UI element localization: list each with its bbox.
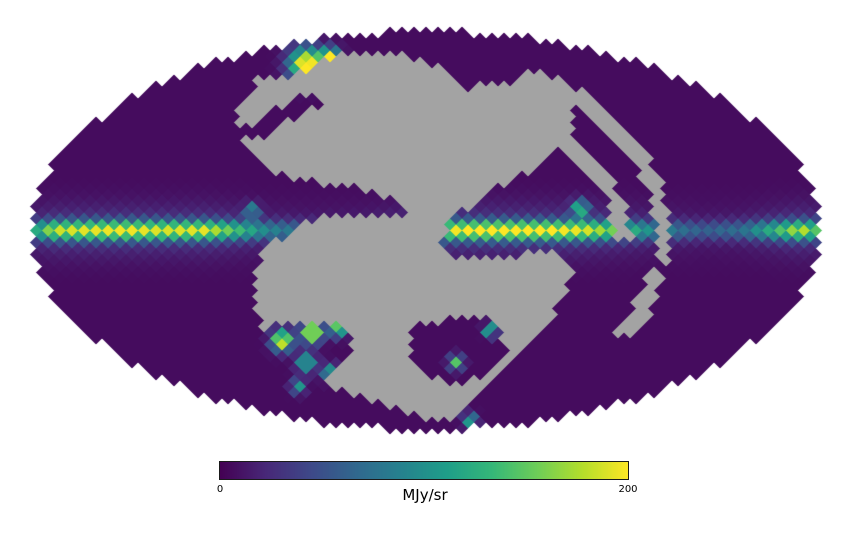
- colorbar-label: MJy/sr: [402, 486, 448, 504]
- colorbar-gradient: [219, 461, 629, 480]
- colorbar-tick-min: 0: [216, 484, 224, 495]
- mollweide-skymap: [0, 0, 850, 445]
- colorbar-tick-max: 200: [618, 484, 638, 495]
- colorbar: [219, 461, 629, 480]
